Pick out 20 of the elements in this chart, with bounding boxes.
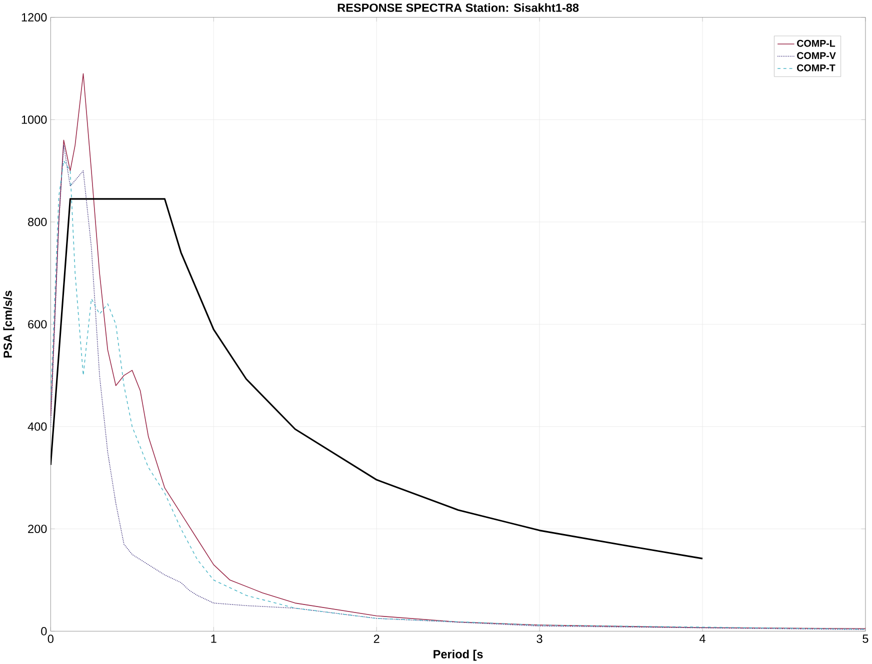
x-tick-label: 0 bbox=[48, 634, 54, 643]
chart-title: RESPONSE SPECTRA Station: Sisakht1-88 bbox=[338, 3, 579, 12]
y-tick-label: 200 bbox=[28, 524, 47, 534]
y-tick-label: 1200 bbox=[22, 13, 47, 22]
y-tick-label: 800 bbox=[28, 218, 47, 226]
line-series bbox=[50, 198, 704, 560]
x-axis-title: Period [s bbox=[434, 650, 483, 661]
x-tick-label: 2 bbox=[374, 634, 380, 643]
y-axis-title: PSA [cm/s/s bbox=[3, 290, 14, 358]
x-tick-label: 1 bbox=[211, 634, 216, 643]
x-tick-label: 4 bbox=[700, 634, 706, 643]
legend-label: COMP-V bbox=[797, 52, 836, 60]
y-tick-label: 1000 bbox=[22, 115, 47, 124]
legend-label: COMP-T bbox=[797, 64, 836, 72]
y-tick-label: 600 bbox=[28, 320, 47, 328]
x-tick-label: 3 bbox=[536, 634, 542, 643]
y-tick-label: 0 bbox=[41, 627, 47, 636]
legend-label: COMP-L bbox=[797, 40, 836, 47]
y-tick-label: 400 bbox=[28, 422, 47, 431]
x-tick-label: 5 bbox=[862, 634, 868, 643]
